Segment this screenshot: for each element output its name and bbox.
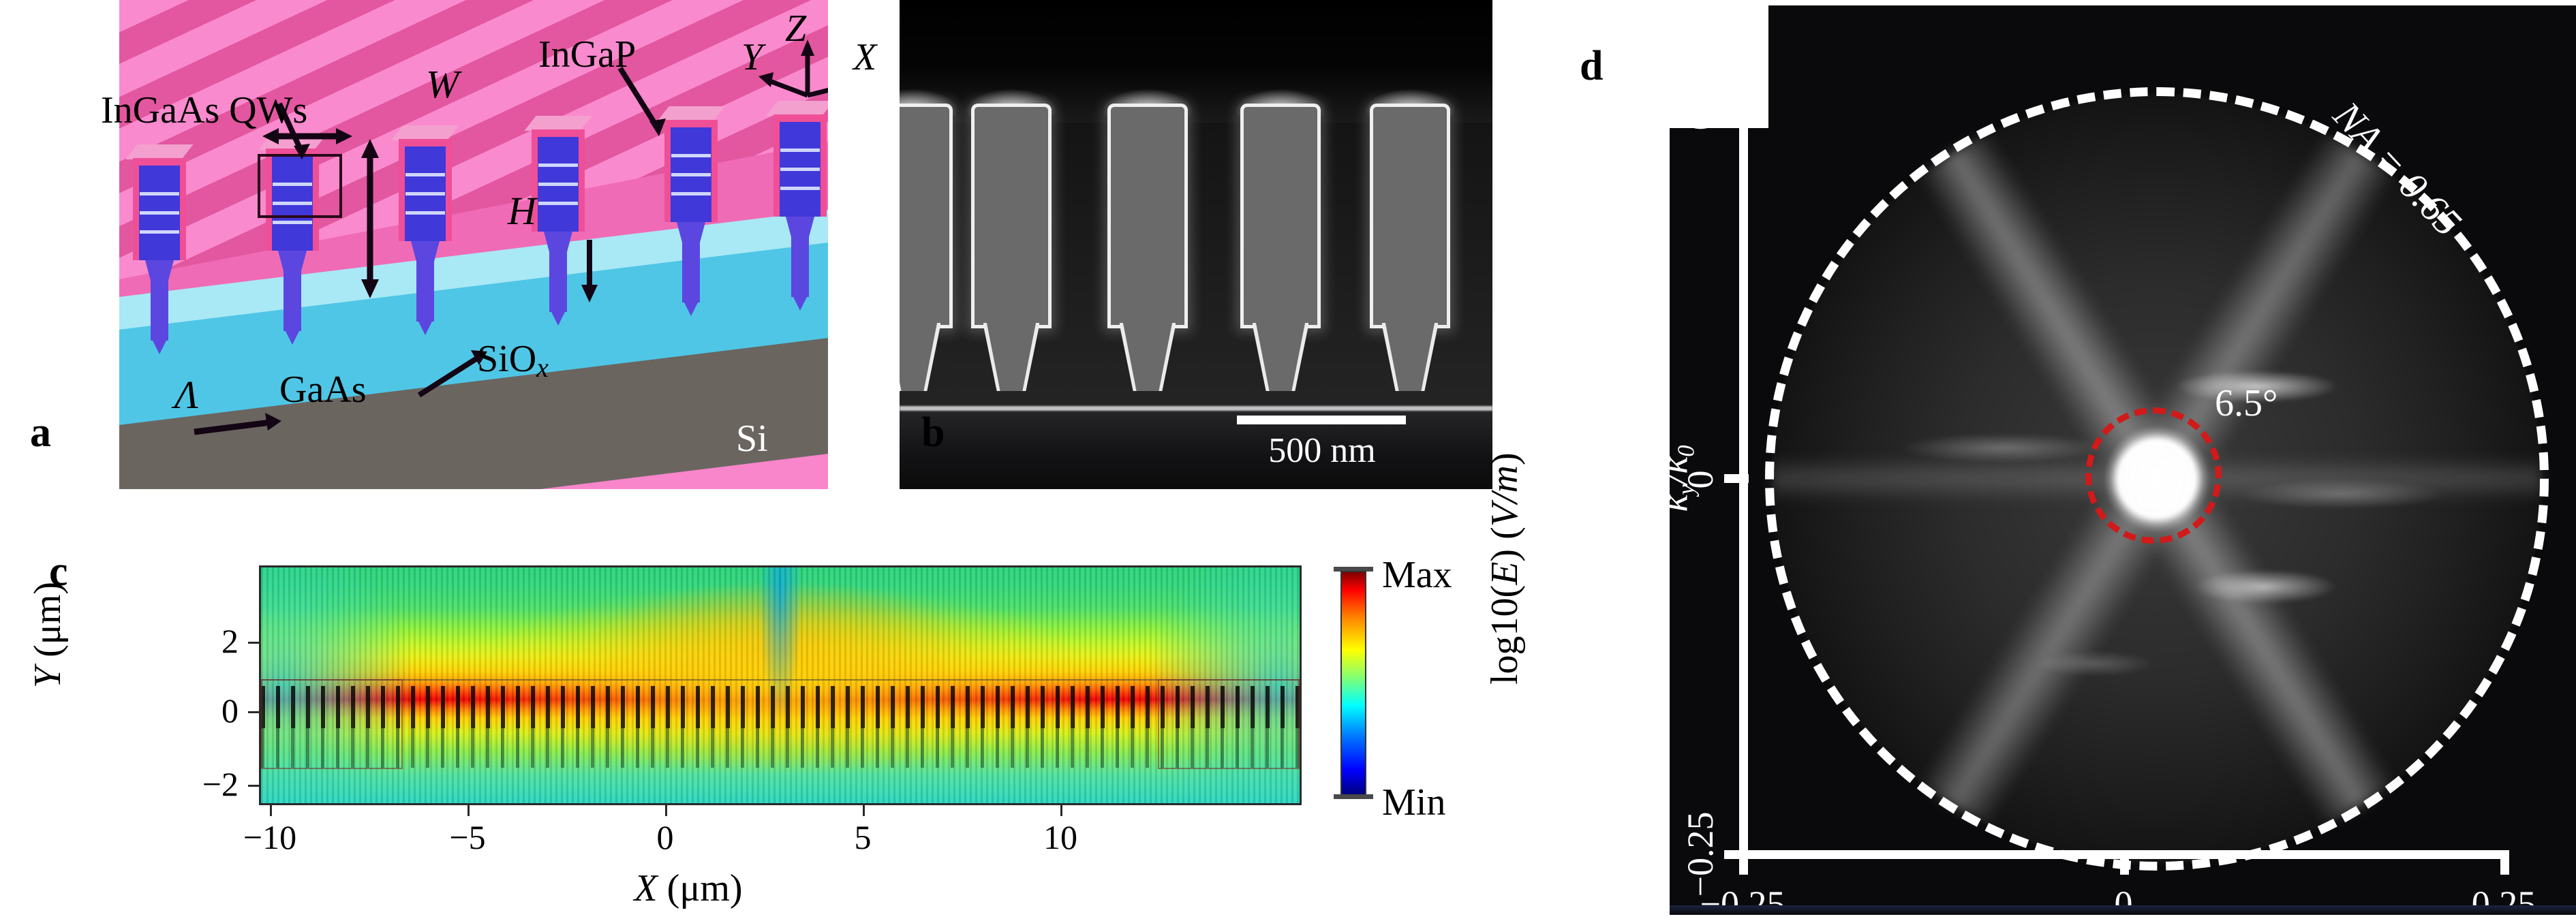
y-tick bbox=[248, 785, 259, 787]
grating-layer bbox=[261, 686, 1300, 728]
ky-symbol: k bbox=[1670, 495, 1696, 512]
sem-ridge bbox=[1235, 89, 1326, 391]
colorbar-bottom-cap bbox=[1334, 794, 1373, 799]
period-arrow bbox=[194, 419, 271, 435]
label-width: W bbox=[426, 62, 459, 106]
gaas-arrow bbox=[417, 354, 481, 398]
ingap-arrowhead bbox=[649, 119, 666, 136]
colorbar-title: log10(E) (V/m) bbox=[1483, 452, 1527, 685]
colorbar-title-prefix: log10( bbox=[1484, 584, 1526, 685]
panel-d-corner-notch bbox=[1670, 5, 1768, 128]
height-arrow-bottom-head bbox=[361, 279, 379, 298]
divergence-dashed-circle bbox=[2085, 407, 2222, 544]
label-siox-text: SiO bbox=[477, 338, 537, 380]
y-axis-symbol: Y bbox=[27, 666, 69, 688]
x-axis-unit: (μm) bbox=[666, 867, 743, 909]
label-period: Λ bbox=[174, 373, 199, 417]
x-tick bbox=[2500, 850, 2509, 875]
y-tick-label: 0 bbox=[221, 691, 239, 730]
grating-taper-layer bbox=[261, 728, 1300, 768]
k0-subscript: 0 bbox=[1672, 445, 1700, 457]
region-box-right bbox=[1158, 679, 1300, 769]
axis-y-line bbox=[767, 78, 809, 98]
y-tick bbox=[1724, 474, 1749, 483]
panel-d-far-field: 0.25 0 −0.25 −0.25 0 0.25 kx/k0 ky/k0 NA… bbox=[1567, 0, 2576, 921]
panel-a-annotations bbox=[194, 40, 828, 435]
sem-ridge bbox=[1364, 89, 1456, 391]
axis-z-head bbox=[801, 40, 814, 56]
x-tick-label: −5 bbox=[449, 818, 486, 856]
width-arrow-right-head bbox=[336, 128, 352, 144]
colorbar-title-close: ) bbox=[1484, 452, 1526, 466]
k0-symbol: k bbox=[1670, 457, 1696, 474]
far-field-plot-area: 0.25 0 −0.25 −0.25 0 0.25 kx/k0 ky/k0 NA… bbox=[1670, 5, 2576, 915]
panel-a-schematic bbox=[119, 0, 828, 489]
x-tick-label: 10 bbox=[1043, 818, 1077, 856]
divergence-angle-label: 6.5° bbox=[2215, 382, 2278, 424]
panel-letter-c: c bbox=[49, 548, 68, 595]
ingaas-qws-arrow bbox=[277, 102, 305, 154]
panel-c-field-map bbox=[259, 565, 1302, 805]
period-arrowhead bbox=[265, 413, 281, 431]
label-axis-y: Y bbox=[741, 36, 763, 78]
sem-ridge bbox=[900, 89, 958, 391]
ingap-arrow bbox=[617, 66, 660, 130]
panel-d-y-axis-title: ky/k0 bbox=[1670, 390, 1700, 567]
panel-c-y-axis-title: Y (μm) bbox=[26, 582, 70, 688]
colorbar-title-suffix: ) ( bbox=[1484, 527, 1526, 562]
colorbar-min-label: Min bbox=[1382, 781, 1446, 824]
panel-c-x-axis-title: X (μm) bbox=[634, 867, 742, 910]
label-axis-x: X bbox=[853, 36, 877, 78]
colorbar bbox=[1340, 571, 1366, 796]
x-tick bbox=[863, 805, 865, 816]
sem-ridge bbox=[1102, 89, 1193, 391]
x-tick-label: 0 bbox=[656, 818, 674, 856]
qw-zoom-box bbox=[258, 154, 342, 218]
x-tick-label: 5 bbox=[854, 818, 872, 856]
panel-letter-a: a bbox=[30, 409, 51, 456]
x-tick bbox=[1739, 850, 1748, 875]
label-height: H bbox=[508, 189, 536, 233]
axis-x-line bbox=[807, 87, 828, 98]
x-tick bbox=[665, 805, 667, 816]
x-tick bbox=[1060, 805, 1062, 816]
panel-letter-d: d bbox=[1580, 43, 1604, 89]
axis-y-head bbox=[758, 72, 773, 87]
y-tick-label: 2 bbox=[221, 622, 239, 660]
ky-divider: / bbox=[1670, 474, 1696, 485]
scale-bar bbox=[1237, 416, 1406, 424]
x-tick bbox=[2120, 850, 2129, 875]
y-tick bbox=[248, 711, 259, 713]
label-gaas: GaAs bbox=[279, 369, 367, 411]
panel-letter-b: b bbox=[921, 409, 945, 456]
panel-b-sem-image: 500 nm bbox=[900, 0, 1492, 489]
region-box-left bbox=[261, 679, 403, 769]
label-ingaas-qws: InGaAs QWs bbox=[101, 89, 308, 131]
y-tick bbox=[248, 642, 259, 644]
x-tick-label: −10 bbox=[243, 818, 297, 856]
width-arrow-left-head bbox=[262, 128, 279, 144]
x-tick bbox=[467, 805, 470, 816]
siox-arrowhead bbox=[581, 285, 598, 302]
y-tick-label: −2 bbox=[202, 765, 239, 803]
colorbar-max-label: Max bbox=[1382, 554, 1452, 596]
colorbar-title-symbol: E bbox=[1484, 561, 1526, 585]
sem-ridge bbox=[966, 89, 1057, 391]
label-ingap: InGaP bbox=[538, 33, 637, 76]
ingaas-qws-arrowhead bbox=[294, 144, 310, 159]
x-axis-symbol: X bbox=[634, 867, 658, 909]
gaas-arrowhead bbox=[471, 350, 487, 365]
scale-bar-label: 500 nm bbox=[1268, 431, 1376, 470]
x-tick bbox=[270, 805, 272, 816]
label-siox-subscript: x bbox=[536, 352, 549, 383]
label-axis-z: Z bbox=[785, 7, 807, 50]
label-siox: SiOx bbox=[477, 337, 549, 384]
label-si: Si bbox=[736, 418, 768, 460]
ky-subscript: y bbox=[1672, 484, 1700, 495]
colorbar-top-cap bbox=[1334, 567, 1373, 572]
height-arrow-top-head bbox=[361, 139, 379, 158]
colorbar-title-unit: V/m bbox=[1484, 465, 1526, 527]
